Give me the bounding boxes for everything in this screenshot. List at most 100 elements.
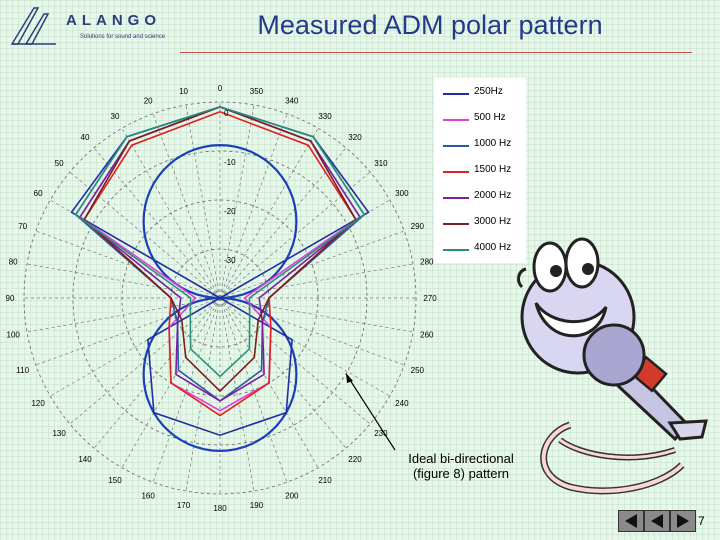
angle-tick-label: 240 (395, 399, 409, 408)
angle-tick-label: 160 (141, 491, 155, 500)
angle-tick-label: 190 (250, 501, 264, 510)
angle-tick-label: 250 (411, 366, 425, 375)
grid-spoke (219, 297, 414, 333)
previous-slide-button[interactable] (644, 510, 670, 532)
radial-tick-label: 0 (224, 109, 229, 118)
grid-spoke (219, 297, 347, 449)
arrow-head (346, 373, 353, 383)
legend-item: 1500 Hz (434, 162, 526, 182)
angle-tick-label: 130 (52, 429, 66, 438)
legend-item: 2000 Hz (434, 188, 526, 208)
legend-swatch (443, 171, 469, 173)
angle-tick-label: 280 (420, 258, 434, 267)
legend-item: 1000 Hz (434, 136, 526, 156)
grid-spoke (26, 297, 221, 333)
grid-spoke (152, 113, 221, 299)
grid-spoke (219, 230, 405, 299)
angle-tick-label: 100 (7, 330, 21, 339)
legend-swatch (443, 249, 469, 251)
polar-grid (23, 101, 417, 495)
grid-spoke (219, 113, 288, 299)
radial-labels: 0 -10 -20 -30 (224, 109, 236, 265)
annotation-line1: Ideal bi-directional (408, 451, 514, 466)
angle-tick-label: 340 (285, 97, 299, 106)
legend-item: 250Hz (434, 84, 526, 104)
angle-tick-label: 200 (285, 491, 299, 500)
angle-tick-label: 290 (411, 222, 425, 231)
grid-spoke (93, 297, 221, 449)
angle-tick-label: 300 (395, 189, 409, 198)
angle-tick-label: 60 (34, 189, 43, 198)
legend-swatch (443, 145, 469, 147)
angle-tick-label: 80 (9, 258, 18, 267)
grid-spoke (219, 297, 255, 492)
legend-label: 500 Hz (474, 112, 506, 123)
page-number: 7 (698, 514, 705, 528)
grid-spoke (185, 104, 221, 299)
angle-tick-label: 0 (218, 84, 223, 93)
title-divider (180, 52, 692, 53)
grid-spoke (35, 297, 221, 366)
angle-tick-label: 220 (348, 455, 362, 464)
first-slide-button[interactable] (618, 510, 644, 532)
annotation-line2: (figure 8) pattern (412, 466, 510, 481)
annotation-arrow (346, 373, 396, 451)
microphone-mascot-icon (517, 237, 708, 495)
angle-tick-label: 320 (348, 133, 362, 142)
alango-logo-icon (10, 7, 56, 45)
angle-tick-label: 10 (179, 87, 188, 96)
slide-title: Measured ADM polar pattern (257, 10, 603, 40)
angle-tick-label: 170 (177, 501, 191, 510)
angle-tick-label: 230 (374, 429, 388, 438)
grid-spoke (152, 297, 221, 483)
grid-spoke (219, 104, 255, 299)
angle-tick-label: 180 (213, 504, 227, 513)
series-line (83, 106, 357, 393)
angle-tick-label: 260 (420, 330, 434, 339)
angle-tick-label: 70 (18, 222, 27, 231)
legend-item: 500 Hz (434, 110, 526, 130)
angle-tick-label: 110 (16, 366, 29, 375)
logo-wordmark: ALANGO (66, 12, 161, 29)
angle-tick-label: 210 (318, 476, 332, 485)
angle-tick-label: 120 (31, 399, 45, 408)
grid-spoke (121, 128, 221, 299)
arrow-line (349, 379, 396, 451)
legend-swatch (443, 223, 469, 225)
angle-tick-label: 150 (108, 476, 122, 485)
chart-legend: 250Hz 500 Hz 1000 Hz 1500 Hz 2000 Hz 3000 Hz 4… (434, 78, 526, 263)
angle-tick-label: 310 (374, 159, 388, 168)
radial-tick-label: -30 (224, 256, 236, 265)
legend-swatch (443, 119, 469, 121)
angle-labels: 0 10 20 30 40 50 60 70 80 90 100 110 120 130 140 150 160… (6, 84, 438, 513)
angle-tick-label: 20 (144, 97, 153, 106)
legend-label: 2000 Hz (474, 190, 512, 201)
angle-tick-label: 30 (111, 112, 120, 121)
series-line (74, 106, 366, 378)
figure8-annotation: Ideal bi-directional (figure 8) pattern (396, 451, 526, 481)
angle-tick-label: 330 (318, 112, 332, 121)
angle-tick-label: 90 (6, 294, 15, 303)
radial-tick-label: -20 (224, 207, 236, 216)
legend-label: 250Hz (474, 86, 503, 97)
legend-label: 4000 Hz (474, 242, 512, 253)
radial-tick-label: -10 (224, 158, 236, 167)
grid-spoke (35, 230, 221, 299)
legend-label: 1500 Hz (474, 164, 512, 175)
angle-tick-label: 270 (423, 294, 437, 303)
grid-spoke (185, 297, 221, 492)
series-line (70, 106, 370, 437)
angle-tick-label: 350 (250, 87, 264, 96)
grid-spoke (219, 297, 288, 483)
grid-circle (23, 101, 417, 495)
angle-tick-label: 140 (78, 455, 92, 464)
logo: ALANGO Solutions for sound and science (8, 4, 178, 52)
logo-tagline: Solutions for sound and science (80, 34, 166, 40)
next-slide-button[interactable] (670, 510, 696, 532)
series-layer (70, 106, 370, 437)
angle-tick-label: 40 (81, 133, 90, 142)
angle-tick-label: 50 (55, 159, 64, 168)
legend-label: 3000 Hz (474, 216, 512, 227)
grid-spoke (219, 297, 405, 366)
